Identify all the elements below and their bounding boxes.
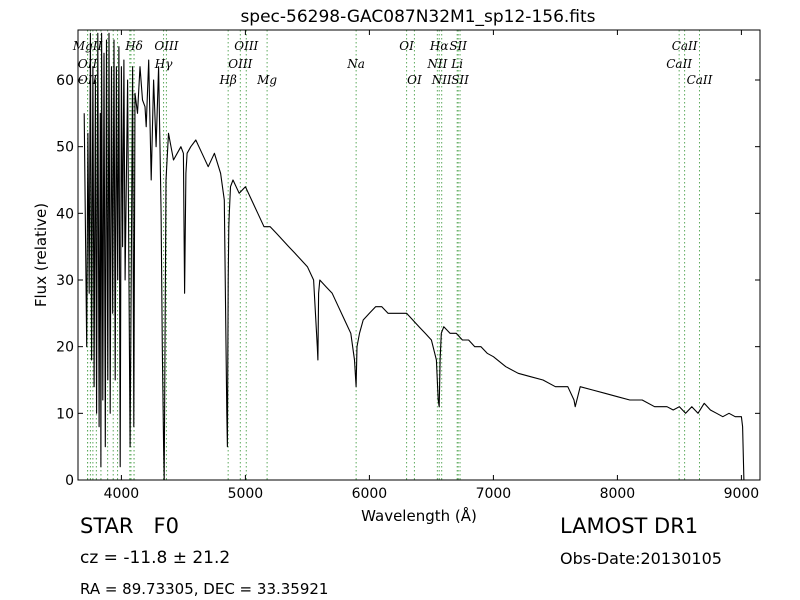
- x-tick-label: 8000: [600, 486, 636, 502]
- marker-label: Na: [346, 57, 365, 71]
- x-tick-label: 5000: [228, 486, 264, 502]
- marker-label: OIII: [154, 39, 178, 53]
- marker-label: Hδ: [124, 39, 143, 53]
- y-tick-label: 10: [56, 406, 74, 422]
- y-tick-label: 60: [56, 73, 74, 89]
- marker-label: NII: [431, 73, 452, 87]
- marker-label: OI: [407, 73, 422, 87]
- marker-label: CaII: [666, 57, 692, 71]
- redshift-cz: cz = -11.8 ± 21.2: [80, 548, 231, 568]
- y-tick-label: 20: [56, 340, 74, 356]
- observation-date: Obs-Date:20130105: [560, 549, 722, 568]
- marker-lines: [87, 30, 700, 480]
- plot-frame: [77, 29, 761, 481]
- marker-label: NII: [426, 57, 447, 71]
- object-type: STAR: [80, 514, 134, 538]
- y-tick-label: 30: [56, 273, 74, 289]
- y-axis-label: Flux (relative): [32, 203, 50, 307]
- x-tick-label: 7000: [476, 486, 512, 502]
- y-tick-label: 0: [65, 473, 74, 489]
- object-subclass: F0: [153, 514, 179, 538]
- marker-label: Hγ: [154, 57, 173, 71]
- marker-label: Hβ: [218, 73, 236, 87]
- y-axis: 0 10 20 30 40 50 60: [56, 73, 760, 489]
- marker-label: OIII: [228, 57, 252, 71]
- marker-label: SII: [449, 39, 467, 53]
- marker-labels: MgIIOIIOIIHδHγOIIIHβOIIIOIIIMgNaOIOINIIN…: [72, 39, 713, 87]
- ra-dec-coordinates: RA = 89.73305, DEC = 33.35921: [80, 580, 329, 598]
- marker-label: CaII: [687, 73, 713, 87]
- marker-label: Hα: [429, 39, 449, 53]
- marker-label: CaII: [672, 39, 698, 53]
- chart-title: spec-56298-GAC087N32M1_sp12-156.fits: [240, 7, 595, 27]
- marker-label: OI: [399, 39, 414, 53]
- series-group: [83, 32, 745, 481]
- x-tick-label: 4000: [104, 486, 140, 502]
- marker-label: Mg: [256, 73, 277, 87]
- x-tick-label: 9000: [724, 486, 760, 502]
- marker-label: MgII: [72, 39, 103, 53]
- y-tick-label: 50: [56, 140, 74, 156]
- y-tick-label: 40: [56, 206, 74, 222]
- marker-label: OIII: [234, 39, 258, 53]
- x-axis: 4000 5000 6000 7000 8000 9000: [104, 30, 760, 502]
- survey-name: LAMOST DR1: [560, 514, 699, 538]
- marker-label: OII: [78, 57, 98, 71]
- x-tick-label: 6000: [352, 486, 388, 502]
- spectrum-line: [83, 32, 745, 481]
- marker-label: Li: [450, 57, 463, 71]
- marker-label: SII: [451, 73, 469, 87]
- object-classification: STAR F0: [80, 514, 179, 538]
- x-axis-label: Wavelength (Å): [361, 506, 477, 525]
